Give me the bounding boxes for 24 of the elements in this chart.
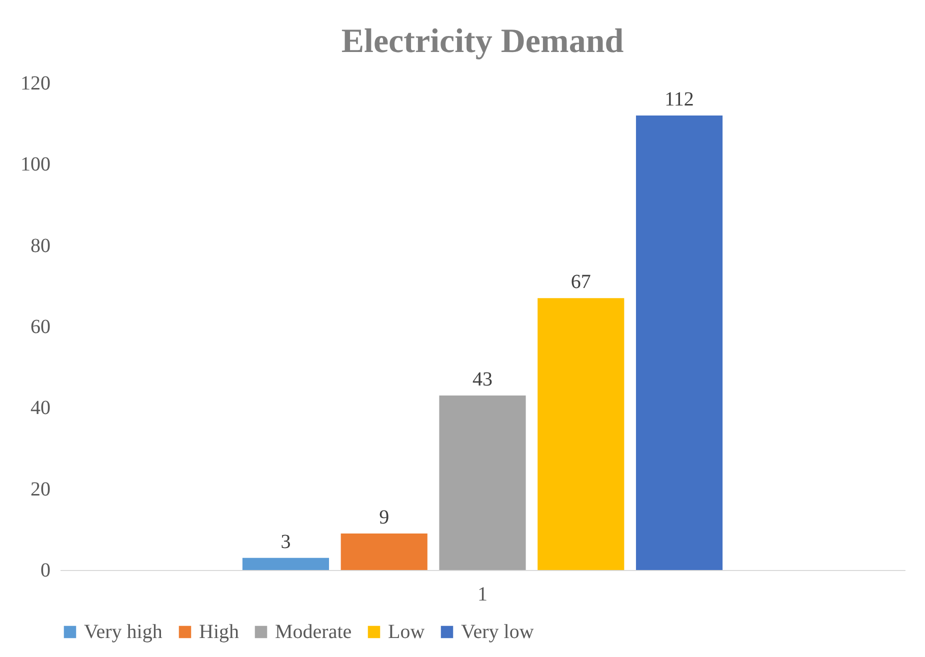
legend-label: Very low (461, 621, 534, 643)
bar (439, 395, 526, 570)
data-label: 112 (664, 88, 694, 110)
legend-label: Low (388, 621, 426, 643)
bar (242, 558, 330, 570)
data-label: 3 (280, 530, 291, 553)
bar (340, 533, 428, 570)
bar (636, 115, 723, 570)
y-tick-label: 40 (30, 397, 50, 420)
data-label: 9 (379, 506, 390, 528)
x-tick-label: 1 (478, 584, 488, 606)
y-tick-label: 20 (30, 478, 50, 500)
legend-label: Moderate (275, 621, 352, 643)
data-label: 43 (472, 368, 492, 390)
y-tick-label: 100 (20, 154, 50, 176)
data-label: 67 (570, 271, 591, 294)
bar (538, 298, 624, 570)
y-tick-label: 60 (30, 316, 50, 338)
y-tick-label: 120 (20, 72, 50, 94)
y-tick-label: 80 (30, 234, 50, 257)
legend-label: High (199, 621, 239, 643)
chart-title: Electricity Demand (341, 23, 624, 60)
y-tick-label: 0 (40, 560, 50, 582)
legend-label: Very high (84, 621, 162, 643)
